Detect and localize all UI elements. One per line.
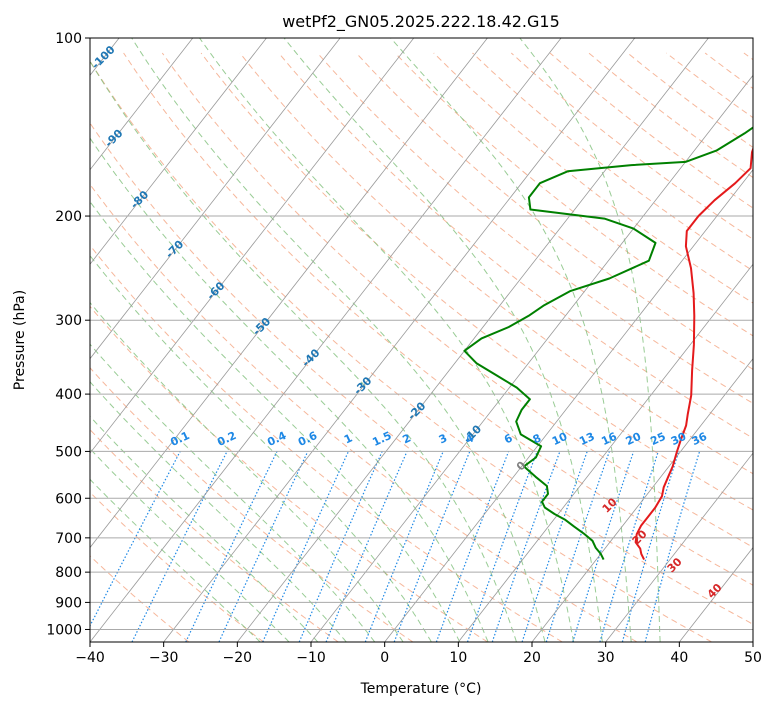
mixing-ratio-line bbox=[645, 451, 699, 642]
zero-isotherm-label: 0 bbox=[514, 458, 529, 473]
dry-adiabat-line bbox=[0, 53, 413, 642]
x-tick-label: 50 bbox=[744, 650, 762, 666]
mixing-ratio-line bbox=[132, 451, 227, 642]
mixing-ratio-label: 20 bbox=[624, 430, 644, 448]
mixing-ratio-line bbox=[468, 451, 538, 642]
mixing-ratio-line bbox=[573, 451, 634, 642]
isotherm-line bbox=[16, 38, 487, 642]
moist-adiabat-line bbox=[0, 38, 460, 642]
y-tick-label: 800 bbox=[55, 565, 82, 581]
x-tick-label: 10 bbox=[449, 650, 467, 666]
mixing-ratio-line bbox=[82, 451, 180, 642]
mixing-ratio-line bbox=[394, 451, 470, 642]
moist-adiabat-line bbox=[0, 38, 260, 642]
mixing-ratio-line bbox=[546, 451, 609, 642]
x-tick-label: −10 bbox=[296, 650, 326, 666]
mixing-ratio-line bbox=[622, 451, 678, 642]
isotherm-line bbox=[311, 38, 775, 642]
isotherm-line bbox=[753, 38, 775, 642]
dry-adiabat-line bbox=[666, 53, 775, 642]
dry-adiabat-line bbox=[317, 53, 775, 642]
y-tick-label: 400 bbox=[55, 387, 82, 403]
mixing-ratio-label: 8 bbox=[531, 431, 543, 446]
isotherm-label: -80 bbox=[128, 188, 151, 211]
x-tick-label: 20 bbox=[523, 650, 541, 666]
mixing-ratio-label: 36 bbox=[690, 430, 710, 448]
isotherm-label: -50 bbox=[250, 315, 273, 338]
mixing-ratio-line bbox=[436, 451, 508, 642]
dry-adiabat-line bbox=[0, 53, 189, 642]
plot-frame bbox=[90, 38, 753, 642]
moist-adiabat-line bbox=[0, 38, 431, 642]
x-tick-label: 40 bbox=[670, 650, 688, 666]
y-tick-label: 700 bbox=[55, 531, 82, 547]
y-tick-label: 300 bbox=[55, 313, 82, 329]
moist-adiabat-line bbox=[0, 38, 289, 642]
dry-adiabat-line bbox=[356, 53, 775, 642]
y-tick-label: 100 bbox=[55, 31, 82, 47]
dry-adiabat-label: 40 bbox=[705, 581, 725, 601]
mixing-ratio-label: 16 bbox=[599, 430, 619, 448]
moist-adiabat-line bbox=[391, 38, 632, 642]
y-tick-label: 500 bbox=[55, 444, 82, 460]
isotherm-line bbox=[164, 38, 635, 642]
dry-adiabat-line bbox=[511, 53, 775, 642]
dewpoint-profile-line bbox=[464, 38, 775, 560]
dry-adiabat-line bbox=[550, 53, 775, 642]
moist-adiabat-line bbox=[0, 38, 318, 642]
chart-title: wetPf2_GN05.2025.222.18.42.G15 bbox=[282, 12, 560, 32]
isotherm-label: -20 bbox=[405, 399, 428, 422]
x-axis-label: Temperature (°C) bbox=[360, 681, 482, 697]
isotherm-line bbox=[458, 38, 775, 642]
temperature-profile-line bbox=[636, 38, 775, 560]
dry-adiabat-line bbox=[0, 53, 488, 642]
x-tick-label: −30 bbox=[149, 650, 179, 666]
isotherm-label: -40 bbox=[299, 346, 322, 369]
isotherm-line bbox=[0, 38, 414, 642]
isotherm-label: -100 bbox=[89, 43, 118, 72]
y-tick-label: 600 bbox=[55, 491, 82, 507]
mixing-ratio-line bbox=[263, 451, 349, 642]
moist-adiabat-line bbox=[76, 38, 516, 642]
dry-adiabat-line bbox=[124, 53, 775, 642]
x-tick-label: 30 bbox=[597, 650, 615, 666]
mixing-ratio-label: 3 bbox=[437, 431, 449, 446]
dry-adiabat-line bbox=[434, 53, 775, 642]
x-tick-label: −20 bbox=[223, 650, 253, 666]
mixing-ratio-label: 13 bbox=[577, 430, 596, 448]
mixing-ratio-label: 25 bbox=[648, 430, 667, 448]
x-tick-label: 0 bbox=[380, 650, 389, 666]
y-tick-label: 200 bbox=[55, 209, 82, 225]
moist-adiabat-line bbox=[30, 38, 488, 642]
isotherm-line bbox=[532, 38, 775, 642]
mixing-ratio-label: 6 bbox=[502, 431, 515, 446]
dry-adiabat-line bbox=[46, 53, 712, 642]
isotherm-label: -90 bbox=[102, 126, 125, 149]
moist-adiabat-line bbox=[0, 38, 375, 642]
y-tick-label: 1000 bbox=[46, 622, 82, 638]
mixing-ratio-label: 0.2 bbox=[215, 429, 238, 449]
isotherm-label: -60 bbox=[204, 279, 227, 302]
x-tick-label: −40 bbox=[75, 650, 105, 666]
dry-adiabat-line bbox=[0, 53, 264, 642]
y-tick-label: 900 bbox=[55, 595, 82, 611]
y-axis-label: Pressure (hPa) bbox=[12, 290, 28, 390]
dry-adiabat-line bbox=[705, 53, 775, 642]
mixing-ratio-line bbox=[326, 451, 407, 642]
isotherm-line bbox=[0, 38, 340, 642]
